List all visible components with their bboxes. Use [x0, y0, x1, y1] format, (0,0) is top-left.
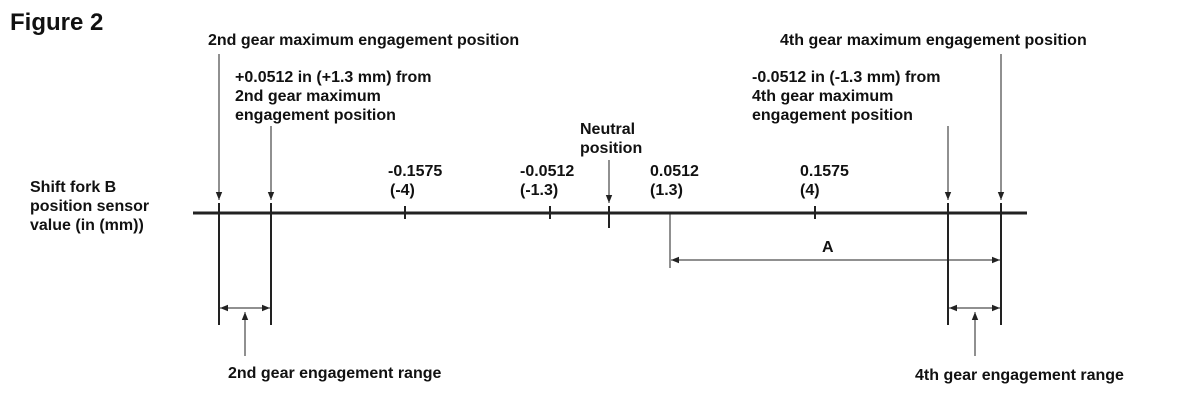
neutral-label: position: [580, 140, 642, 157]
tick-label: (1.3): [650, 182, 683, 199]
tick-label: 0.0512: [650, 163, 699, 180]
callout-label: engagement position: [752, 107, 913, 124]
tick-label: 0.1575: [800, 163, 849, 180]
figure-label: Figure 2: [10, 9, 103, 36]
axis-label: position sensor: [30, 198, 149, 215]
range-label: 2nd gear engagement range: [228, 365, 441, 382]
tick-label: -0.1575: [388, 163, 442, 180]
tick-label: -0.0512: [520, 163, 574, 180]
range-label: 4th gear engagement range: [915, 367, 1124, 384]
callout-label: 4th gear maximum: [752, 88, 893, 105]
tick-label: (4): [800, 182, 820, 199]
callout-label: -0.0512 in (-1.3 mm) from: [752, 69, 941, 86]
tick-label: (-1.3): [520, 182, 558, 199]
tick-label: (-4): [390, 182, 415, 199]
callout-label: 4th gear maximum engagement position: [780, 32, 1087, 49]
callout-label: 2nd gear maximum: [235, 88, 381, 105]
axis-label: value (in (mm)): [30, 217, 144, 234]
neutral-label: Neutral: [580, 121, 635, 138]
callout-label: engagement position: [235, 107, 396, 124]
range-label: A: [822, 239, 834, 256]
callout-label: 2nd gear maximum engagement position: [208, 32, 519, 49]
axis-label: Shift fork B: [30, 179, 116, 196]
callout-label: +0.0512 in (+1.3 mm) from: [235, 69, 432, 86]
